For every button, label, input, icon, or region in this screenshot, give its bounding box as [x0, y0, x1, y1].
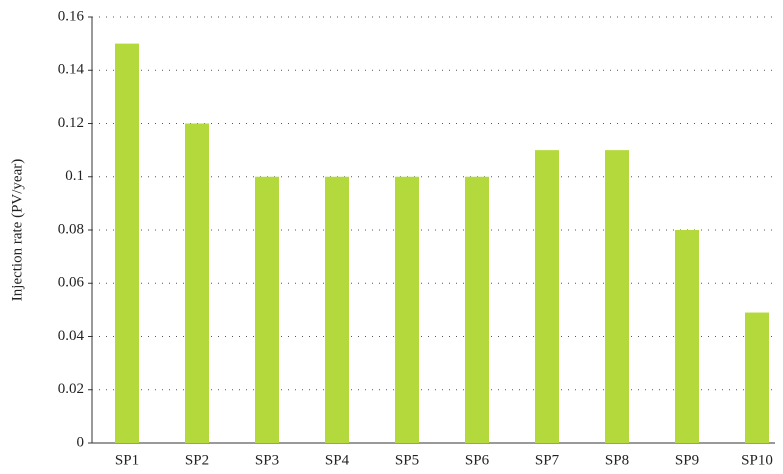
y-tick-label: 0.14 [58, 62, 85, 78]
bar [535, 150, 559, 443]
bar [465, 176, 489, 443]
bar [255, 176, 279, 443]
y-tick-label: 0 [77, 434, 85, 450]
y-tick-label: 0.04 [58, 328, 85, 344]
y-tick-label: 0.02 [58, 381, 84, 397]
x-tick-label: SP4 [325, 452, 350, 468]
y-tick-label: 0.1 [65, 168, 84, 184]
y-tick-label: 0.06 [58, 275, 85, 291]
y-tick-label: 0.08 [58, 221, 84, 237]
x-tick-label: SP2 [185, 452, 209, 468]
y-axis-label: Injection rate (PV/year) [9, 159, 25, 301]
bar [115, 43, 139, 443]
bar [745, 312, 769, 443]
bar [675, 230, 699, 443]
x-tick-label: SP7 [535, 452, 560, 468]
x-tick-label: SP8 [605, 452, 629, 468]
bar [605, 150, 629, 443]
bar [395, 176, 419, 443]
y-tick-label: 0.12 [58, 115, 84, 131]
x-tick-label: SP6 [465, 452, 490, 468]
bar [325, 176, 349, 443]
x-tick-label: SP5 [395, 452, 419, 468]
bar [185, 123, 209, 443]
x-tick-label: SP9 [675, 452, 699, 468]
x-tick-label: SP1 [115, 452, 139, 468]
x-tick-label: SP10 [741, 452, 773, 468]
x-tick-label: SP3 [255, 452, 279, 468]
y-tick-label: 0.16 [58, 8, 85, 24]
